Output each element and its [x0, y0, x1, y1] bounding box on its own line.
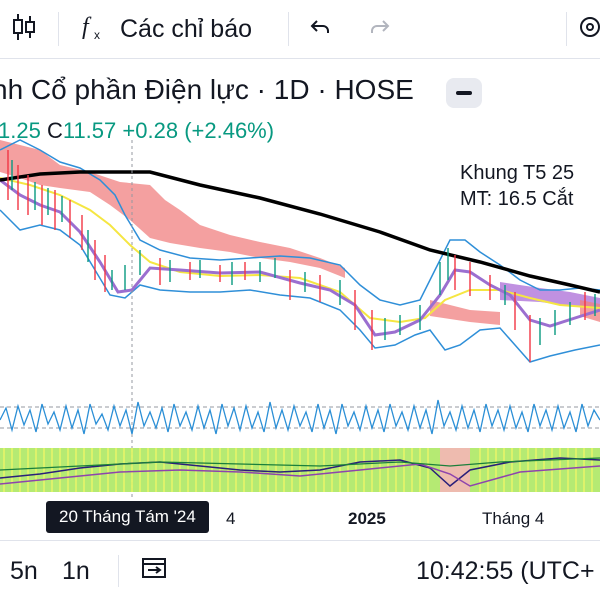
time-axis-label: Tháng 4 — [482, 509, 545, 528]
settings-icon — [576, 13, 600, 46]
moving-average-purple — [0, 178, 600, 337]
interval-1n-button[interactable]: 1n — [62, 556, 90, 585]
moving-average-black — [0, 170, 600, 294]
change-value: +0.28 — [122, 118, 179, 143]
candlestick-icon — [11, 12, 37, 47]
ichimoku-cloud-purple — [500, 282, 600, 308]
annotation-line-1: Khung T5 25 — [460, 162, 575, 184]
histogram-line-purple — [0, 463, 600, 487]
ichimoku-cloud-red — [0, 140, 345, 278]
candles — [7, 150, 596, 362]
undo-icon — [308, 15, 332, 44]
crosshair-date-label: 20 Tháng Tám '24 — [46, 501, 209, 533]
indicators-button[interactable]: f x Các chỉ báo — [80, 0, 280, 58]
histogram-line-green — [0, 457, 600, 471]
open-value: 1.25 — [0, 118, 41, 143]
svg-text:f: f — [82, 14, 92, 40]
settings-button[interactable] — [576, 0, 600, 58]
bottom-toolbar: 5n 1n 10:42:55 (UTC+ — [0, 540, 600, 601]
toolbar-divider — [58, 12, 59, 46]
oscillator-line — [0, 399, 600, 435]
redo-icon — [368, 15, 392, 44]
ichimoku-cloud-red-2 — [430, 300, 500, 325]
date-range-icon — [140, 555, 168, 588]
go-to-date-button[interactable] — [140, 541, 168, 601]
symbol-title[interactable]: nh Cổ phần Điện lực · 1D · HOSE — [0, 74, 414, 105]
time-axis-label: 4 — [226, 509, 236, 528]
ohlc-values: 1.25 C11.57 +0.28 (+2.46%) — [0, 118, 274, 144]
candles-down — [7, 150, 586, 362]
interval-5n-button[interactable]: 5n — [10, 556, 38, 585]
chart-annotation[interactable]: Khung T5 25 MT: 16.5 Cắt — [460, 160, 574, 212]
redo-button[interactable] — [360, 0, 400, 58]
legend-collapse-button[interactable] — [446, 78, 482, 108]
bollinger-lower — [0, 209, 600, 363]
fx-icon: f x — [80, 12, 108, 47]
bottom-divider — [118, 555, 119, 587]
annotation-line-2: MT: 16.5 Cắt — [460, 188, 574, 210]
histogram-line-navy — [0, 457, 600, 487]
close-value: 11.57 — [62, 118, 117, 143]
toolbar-divider — [566, 12, 567, 46]
histogram-highlight — [440, 448, 470, 492]
symbol-legend: nh Cổ phần Điện lực · 1D · HOSE — [0, 70, 600, 118]
toolbar-divider — [288, 12, 289, 46]
indicators-label: Các chỉ báo — [120, 14, 253, 43]
clock-timezone[interactable]: 10:42:55 (UTC+ — [416, 556, 595, 585]
minus-icon — [456, 91, 472, 95]
top-toolbar: f x Các chỉ báo — [0, 0, 600, 59]
close-label: C — [46, 118, 63, 143]
undo-button[interactable] — [300, 0, 340, 58]
change-percent: (+2.46%) — [184, 118, 275, 143]
candles-up — [11, 160, 596, 345]
time-axis-label: 2025 — [348, 509, 386, 528]
chart-type-button[interactable] — [0, 0, 48, 58]
svg-text:x: x — [94, 28, 100, 42]
price-chart[interactable] — [0, 0, 600, 500]
